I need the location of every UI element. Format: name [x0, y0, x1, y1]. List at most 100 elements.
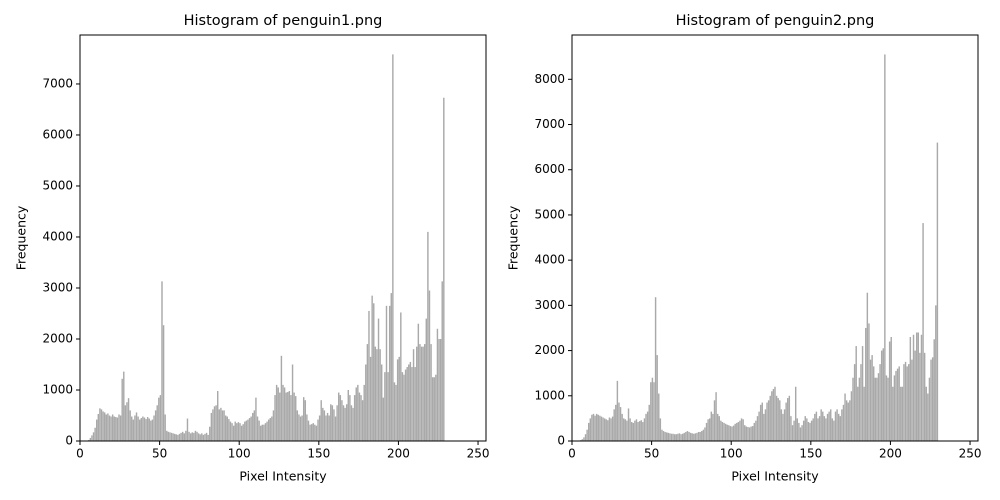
bar [666, 432, 668, 441]
bar [642, 422, 644, 441]
bar [616, 380, 619, 441]
bar [169, 432, 171, 441]
bar [390, 293, 392, 441]
bar [298, 414, 300, 441]
bar [185, 430, 187, 441]
bar [761, 402, 763, 441]
bar [860, 364, 862, 441]
bar [314, 424, 316, 441]
bar [283, 387, 286, 441]
bar [293, 392, 295, 441]
bar [339, 395, 342, 441]
bar [181, 431, 184, 441]
bar [226, 416, 228, 441]
bar [304, 400, 307, 441]
bar [673, 434, 676, 441]
bar [796, 418, 799, 441]
bar [368, 310, 370, 441]
bar [94, 427, 96, 441]
bar [242, 424, 244, 441]
bar [217, 391, 219, 441]
bar [146, 417, 149, 441]
bar [290, 395, 292, 441]
bar [863, 386, 865, 441]
bar [326, 412, 329, 441]
bar [236, 423, 238, 441]
bar [338, 392, 340, 441]
bar [271, 416, 273, 441]
bar [766, 402, 768, 441]
bar [643, 418, 646, 441]
bar [126, 402, 128, 441]
bar [912, 334, 915, 441]
bar [307, 420, 310, 441]
bar [844, 393, 846, 441]
y-tick-label: 7000 [42, 76, 73, 90]
bar [812, 418, 814, 441]
bar [802, 420, 805, 441]
bar [256, 416, 259, 441]
bar [841, 409, 843, 441]
bar [363, 384, 365, 441]
bar [239, 423, 241, 441]
bar [194, 430, 197, 441]
bar [396, 359, 399, 441]
bar [680, 434, 682, 441]
bar [661, 429, 663, 441]
bar [132, 419, 135, 441]
bar [291, 364, 294, 441]
bar [675, 434, 678, 441]
bar [377, 318, 380, 441]
bar [850, 391, 853, 441]
bar [701, 431, 703, 441]
bar [887, 377, 889, 441]
bar [240, 425, 243, 441]
bar [681, 433, 684, 441]
bar [720, 420, 722, 441]
bar [272, 410, 275, 441]
bar [771, 391, 773, 441]
bar [931, 357, 934, 441]
bar [769, 395, 771, 441]
bar [191, 432, 193, 441]
bar [387, 372, 389, 441]
bar [890, 337, 892, 441]
bar [416, 346, 418, 441]
bar [920, 334, 923, 441]
bar [279, 392, 281, 441]
bar [438, 338, 440, 441]
bar [718, 416, 720, 441]
bar [667, 432, 670, 441]
bar [865, 327, 867, 441]
bar [129, 410, 131, 441]
bar [170, 432, 173, 441]
bar [250, 416, 252, 441]
bar [927, 393, 929, 441]
bar [793, 420, 795, 441]
bar [876, 377, 878, 441]
bar [103, 412, 106, 441]
bar [425, 318, 428, 441]
bar [336, 405, 338, 441]
bar [794, 386, 797, 441]
bar [411, 367, 413, 441]
bar [677, 433, 679, 441]
bar [592, 413, 595, 441]
bar [858, 377, 861, 441]
bar [199, 434, 201, 441]
bar [224, 415, 227, 441]
bar [879, 364, 881, 441]
bar [731, 426, 733, 441]
bar [380, 364, 383, 441]
bar [274, 395, 276, 441]
bar [374, 346, 377, 441]
bar [669, 433, 671, 441]
bar [91, 435, 93, 441]
bar [610, 418, 612, 441]
bar [736, 422, 738, 441]
bar [287, 392, 289, 441]
bar [806, 418, 808, 441]
bar [917, 332, 920, 441]
bar [919, 352, 921, 441]
